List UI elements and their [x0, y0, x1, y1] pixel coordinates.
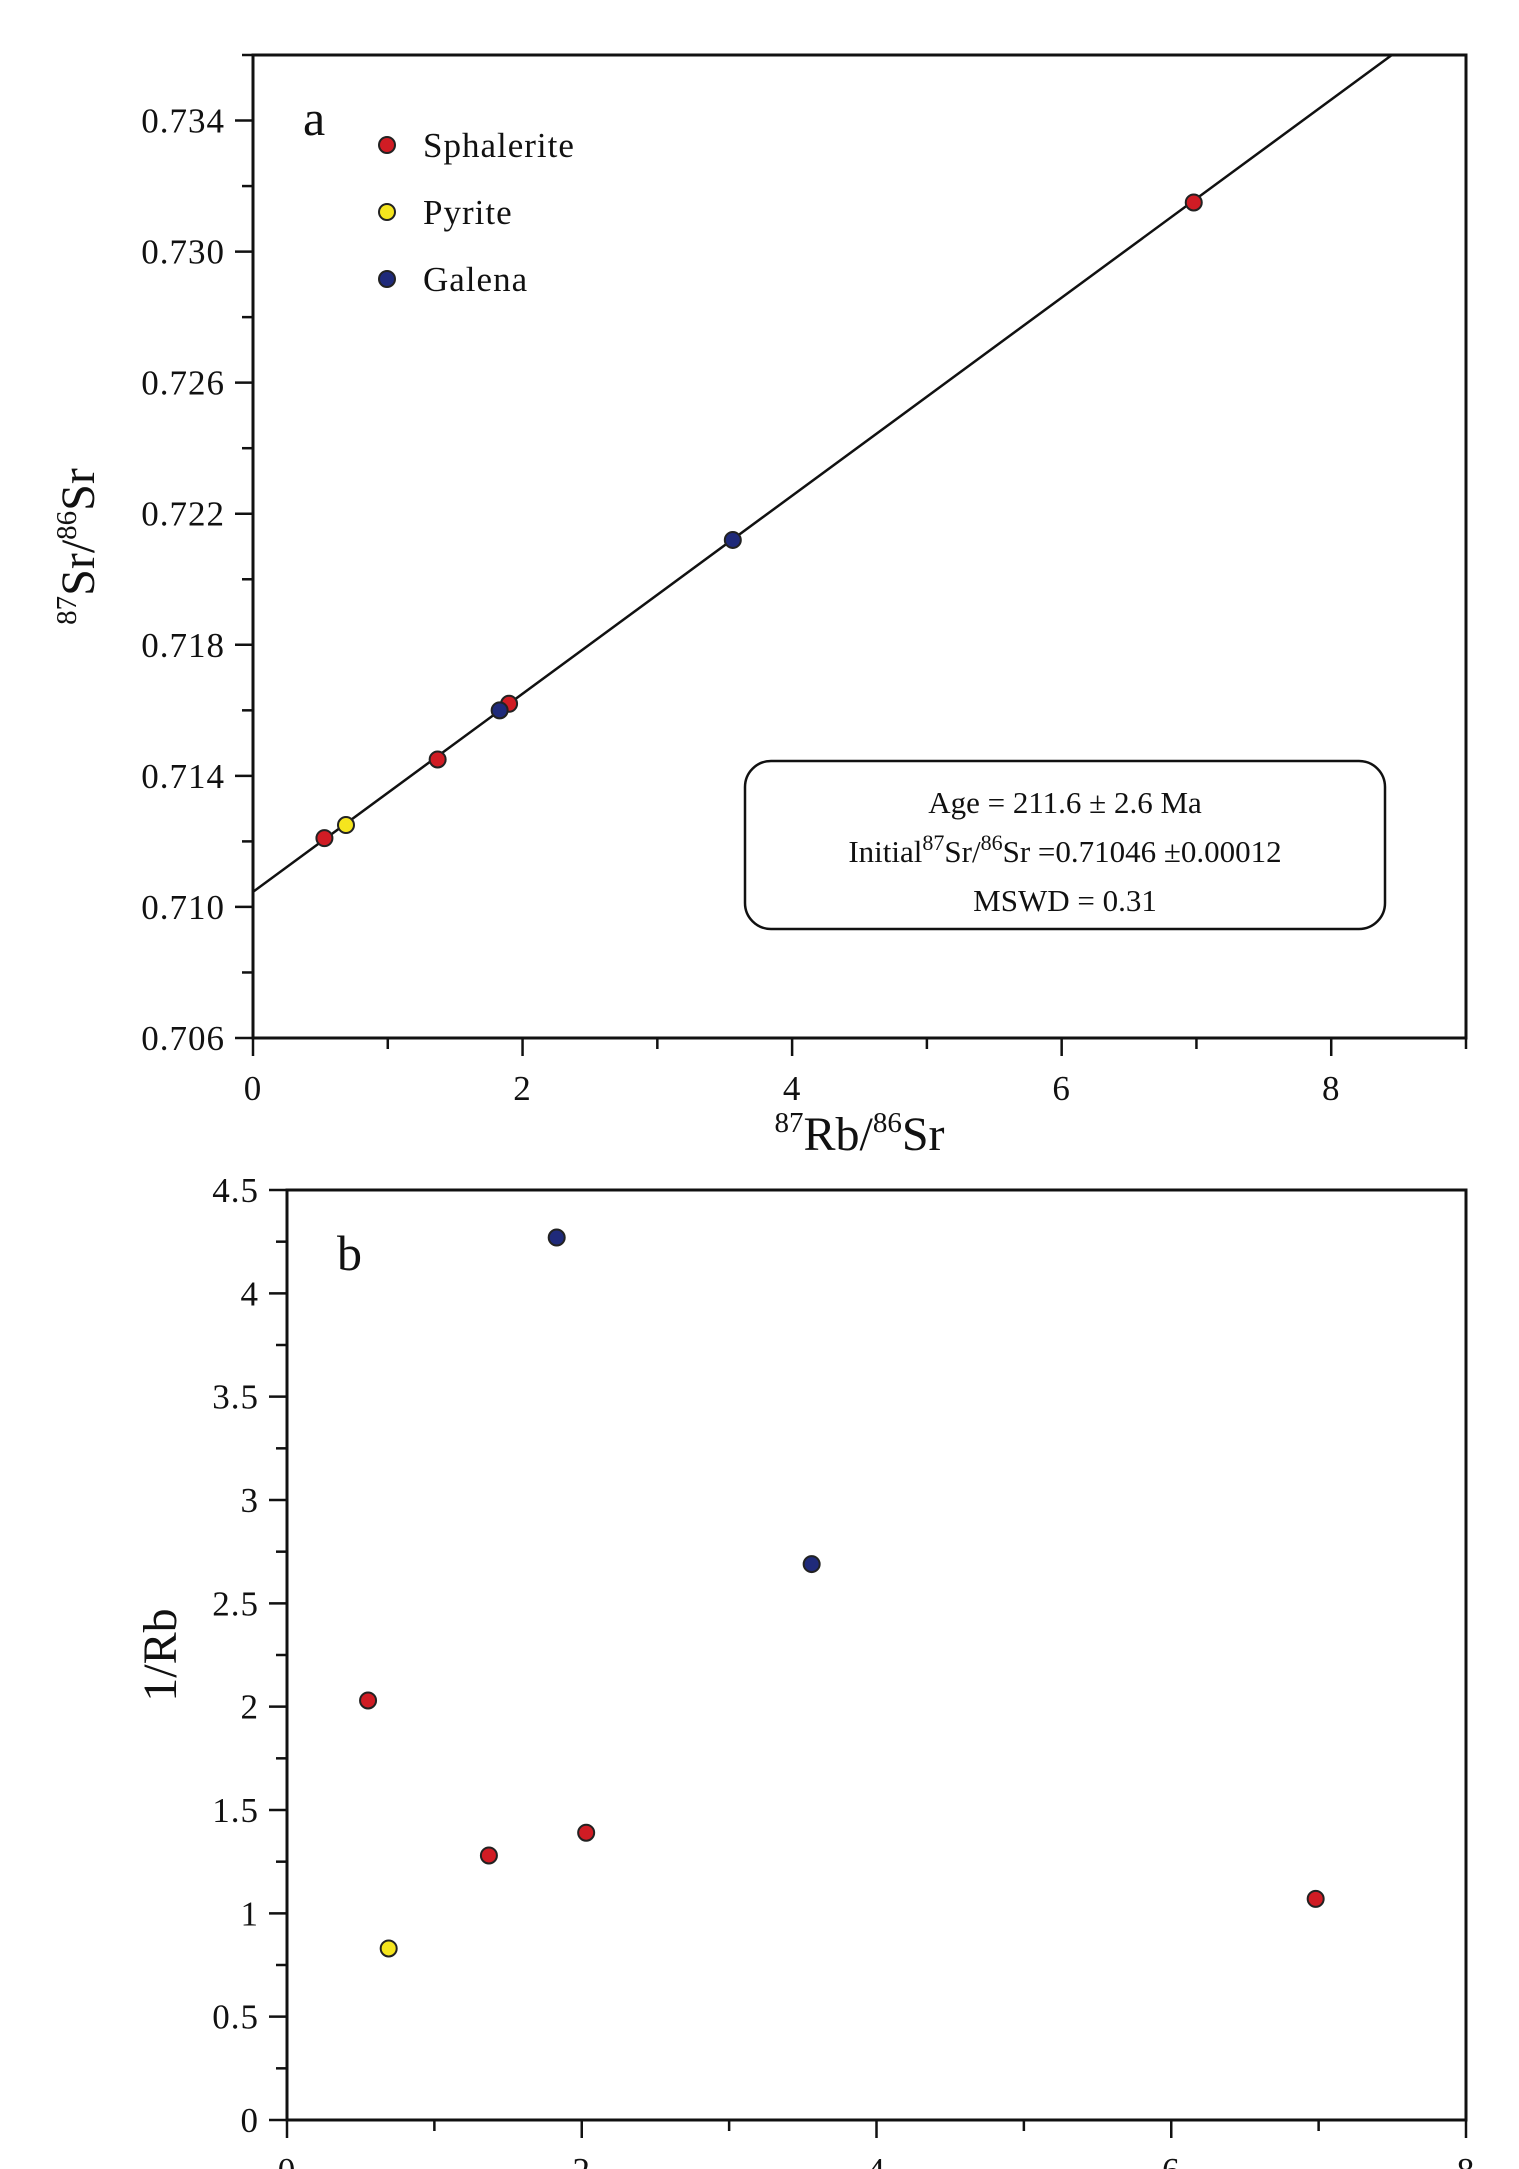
- stats-initial-sup: 87: [922, 830, 944, 855]
- legend-marker: [378, 203, 396, 221]
- panel-letter: a: [303, 90, 325, 146]
- chart-panel-b: 0246800.511.522.533.544.587Rb/86Sr1/Rbb: [134, 1171, 1476, 2169]
- y-tick-label: 0.730: [141, 233, 225, 272]
- y-tick-label: 0.726: [141, 364, 225, 403]
- x-axis-title-part: Sr: [902, 1108, 945, 1161]
- y-axis-title-sup: 87: [51, 596, 83, 625]
- x-tick-label: 4: [867, 2151, 886, 2169]
- x-tick-label: 6: [1162, 2151, 1181, 2169]
- data-point: [359, 1691, 378, 1710]
- y-tick-label: 4.5: [212, 1171, 259, 1210]
- series-galena: [547, 1228, 821, 1574]
- series-pyrite: [336, 816, 355, 835]
- legend: Sphalerite Pyrite Galena: [378, 126, 575, 299]
- x-tick-label: 8: [1322, 1069, 1341, 1108]
- series-sphalerite: [359, 1691, 1325, 1908]
- series-sphalerite: [315, 193, 1203, 848]
- series-pyrite: [379, 1939, 398, 1958]
- data-point: [1306, 1889, 1325, 1908]
- y-axis-title: 87Sr/86Sr: [51, 468, 105, 625]
- x-axis-title: 87Rb/86Sr: [774, 1107, 944, 1161]
- y-tick-label: 0.718: [141, 626, 225, 665]
- data-point: [315, 829, 334, 848]
- stats-initial-part: Initial: [848, 834, 922, 869]
- stats-initial-part: Sr/: [944, 834, 981, 869]
- y-tick-label: 1: [241, 1894, 260, 1933]
- x-axis-title-part: Rb/: [803, 1108, 873, 1161]
- x-tick-label: 8: [1457, 2151, 1476, 2169]
- y-tick-label: 0.710: [141, 888, 225, 927]
- y-tick-label: 0: [241, 2101, 260, 2140]
- y-axis-title-part: Sr/: [52, 539, 105, 596]
- y-axis-title-sup: 86: [51, 511, 83, 540]
- panel-letter: b: [337, 1225, 362, 1281]
- x-tick-label: 4: [783, 1069, 802, 1108]
- stats-age: Age = 211.6 ± 2.6 Ma: [928, 785, 1202, 820]
- data-point: [802, 1555, 821, 1574]
- stats-box-frame: [743, 759, 1387, 931]
- y-tick-label: 0.706: [141, 1019, 225, 1058]
- data-point: [336, 816, 355, 835]
- y-tick-label: 0.714: [141, 757, 225, 796]
- y-tick-label: 3.5: [212, 1378, 259, 1417]
- plot-frame: [285, 1188, 1468, 2122]
- x-axis-title-sup: 87: [774, 1107, 803, 1139]
- plot-frame: [251, 53, 1468, 1040]
- stats-initial-sup: 86: [981, 830, 1003, 855]
- stats-initial-ratio: Initial87Sr/86Sr =0.71046 ±0.00012: [848, 830, 1281, 869]
- data-point: [723, 530, 742, 549]
- data-point: [1184, 193, 1203, 212]
- y-tick-label: 0.722: [141, 495, 225, 534]
- legend-marker: [378, 136, 396, 154]
- y-axis-title-part: Sr: [52, 468, 105, 511]
- y-axis-title-part: 1/Rb: [134, 1608, 187, 1701]
- data-point: [490, 701, 509, 720]
- series-galena: [490, 530, 742, 720]
- y-tick-label: 0.5: [212, 1998, 259, 2037]
- y-tick-label: 2.5: [212, 1584, 259, 1623]
- x-axis-title-sup: 86: [873, 1107, 902, 1139]
- y-tick-label: 2: [241, 1688, 260, 1727]
- x-tick-label: 2: [573, 2151, 592, 2169]
- data-point: [379, 1939, 398, 1958]
- y-tick-label: 4: [241, 1274, 260, 1313]
- y-axis-title: 1/Rb: [134, 1608, 187, 1701]
- y-tick-label: 3: [241, 1481, 260, 1520]
- data-point: [547, 1228, 566, 1247]
- x-tick-label: 0: [244, 1069, 263, 1108]
- x-tick-label: 2: [513, 1069, 532, 1108]
- y-tick-label: 1.5: [212, 1791, 259, 1830]
- data-point: [577, 1823, 596, 1842]
- stats-initial-part: Sr =0.71046 ±0.00012: [1003, 834, 1282, 869]
- legend-label: Pyrite: [423, 193, 513, 232]
- y-tick-label: 0.734: [141, 102, 225, 141]
- stats-mswd: MSWD = 0.31: [973, 883, 1157, 918]
- x-tick-label: 6: [1052, 1069, 1071, 1108]
- data-point: [479, 1846, 498, 1865]
- data-point: [428, 750, 447, 769]
- x-tick-label: 0: [278, 2151, 297, 2169]
- legend-label: Galena: [423, 260, 528, 299]
- legend-label: Sphalerite: [423, 126, 575, 165]
- chart-panel-a: 0 2 4 6 8 0.706 0.710 0.714 0.718 0.722 0.726 0.730…: [51, 53, 1468, 1161]
- legend-marker: [378, 270, 396, 288]
